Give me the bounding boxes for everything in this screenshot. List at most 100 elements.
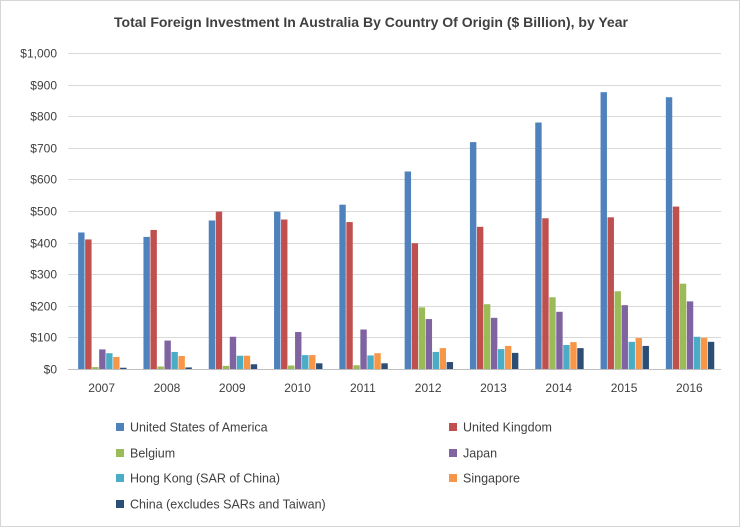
y-tick-label: $0: [44, 363, 58, 377]
bar-japan-2012: [425, 319, 433, 369]
bar-united-states-of-america-2012: [404, 171, 412, 369]
bar-united-kingdom-2010: [281, 219, 288, 369]
bar-belgium-2010: [288, 365, 295, 369]
legend-label: Singapore: [463, 472, 520, 486]
bar-singapore-2012: [439, 348, 447, 369]
legend-label: Hong Kong (SAR of China): [130, 472, 280, 486]
bar-japan-2016: [686, 301, 694, 369]
legend-label: United Kingdom: [463, 421, 552, 435]
bar-united-states-of-america-2011: [339, 204, 346, 369]
bar-united-kingdom-2012: [411, 243, 419, 369]
x-tick-label: 2013: [480, 381, 507, 395]
legend-label: Belgium: [130, 447, 175, 461]
y-axis-tick-labels: $0 $100 $200 $300 $400 $500 $600 $700 $800 $900 $1…: [20, 47, 57, 377]
x-tick-label: 2011: [350, 381, 376, 395]
legend-label: United States of America: [130, 421, 268, 435]
bar-japan-2013: [490, 317, 498, 369]
bar-hong-kong-sar-of-china-2011: [367, 355, 374, 369]
bar-hong-kong-sar-of-china-2007: [106, 353, 113, 369]
y-tick-label: $400: [30, 237, 57, 251]
bar-china-excludes-sars-and-taiwan-2016: [707, 341, 715, 369]
y-tick-label: $300: [30, 268, 57, 282]
bar-singapore-2016: [700, 337, 708, 369]
y-tick-label: $500: [30, 205, 57, 219]
bar-hong-kong-sar-of-china-2010: [302, 355, 309, 369]
chart-title: Total Foreign Investment In Australia By…: [114, 14, 628, 30]
bar-hong-kong-sar-of-china-2015: [628, 341, 635, 369]
bar-hong-kong-sar-of-china-2008: [171, 351, 178, 369]
bar-united-kingdom-2014: [542, 218, 549, 369]
bar-hong-kong-sar-of-china-2012: [432, 351, 440, 369]
bar-belgium-2014: [549, 297, 556, 369]
bar-united-kingdom-2007: [85, 239, 92, 369]
bar-belgium-2012: [418, 307, 426, 369]
bar-china-excludes-sars-and-taiwan-2010: [316, 363, 323, 369]
bar-belgium-2011: [353, 365, 360, 369]
y-tick-label: $900: [30, 79, 57, 93]
bar-china-excludes-sars-and-taiwan-2014: [577, 348, 584, 369]
bar-united-states-of-america-2014: [535, 122, 542, 370]
bar-china-excludes-sars-and-taiwan-2011: [381, 363, 388, 369]
y-tick-label: $600: [30, 173, 57, 187]
legend-item-belgium: Belgium: [116, 447, 175, 461]
bar-united-states-of-america-2008: [143, 236, 150, 369]
bar-united-states-of-america-2010: [274, 211, 281, 369]
legend-item-united-kingdom: United Kingdom: [449, 421, 552, 435]
bar-belgium-2008: [157, 366, 164, 369]
bar-china-excludes-sars-and-taiwan-2012: [446, 362, 454, 369]
legend-item-hong-kong-sar-of-china: Hong Kong (SAR of China): [116, 472, 280, 486]
bar-japan-2009: [229, 336, 237, 369]
x-tick-label: 2008: [154, 381, 181, 395]
legend-label: China (excludes SARs and Taiwan): [130, 498, 326, 512]
legend-item-japan: Japan: [449, 447, 497, 461]
x-tick-label: 2009: [219, 381, 246, 395]
x-tick-label: 2016: [676, 381, 703, 395]
bar-belgium-2016: [679, 283, 687, 369]
legend-swatch: [449, 423, 457, 431]
bar-japan-2008: [164, 340, 171, 369]
x-tick-label: 2012: [415, 381, 442, 395]
bar-united-states-of-america-2013: [469, 142, 477, 369]
x-tick-label: 2007: [88, 381, 115, 395]
y-tick-label: $800: [30, 110, 57, 124]
bar-united-states-of-america-2015: [600, 92, 607, 370]
legend: United States of America United Kingdom Be…: [116, 421, 552, 512]
bar-china-excludes-sars-and-taiwan-2007: [120, 367, 127, 369]
bar-hong-kong-sar-of-china-2009: [236, 355, 244, 369]
legend-item-singapore: Singapore: [449, 472, 520, 486]
y-tick-label: $100: [30, 331, 57, 345]
y-tick-label: $1,000: [20, 47, 57, 61]
bar-japan-2015: [621, 305, 628, 369]
x-tick-label: 2010: [284, 381, 311, 395]
bar-united-states-of-america-2009: [208, 220, 216, 369]
bar-singapore-2014: [570, 342, 577, 369]
bar-united-kingdom-2009: [215, 211, 223, 369]
bar-united-kingdom-2013: [476, 226, 484, 369]
y-tick-label: $700: [30, 142, 57, 156]
y-tick-label: $200: [30, 300, 57, 314]
bar-china-excludes-sars-and-taiwan-2013: [511, 352, 519, 369]
bar-hong-kong-sar-of-china-2013: [497, 349, 505, 369]
x-axis-tick-labels: 2007 2008 2009 2010 2011 2012 2013 2014 2015 2016: [88, 381, 703, 395]
bar-hong-kong-sar-of-china-2016: [693, 336, 701, 369]
bar-singapore-2009: [243, 355, 251, 369]
bar-belgium-2013: [483, 304, 491, 369]
bar-china-excludes-sars-and-taiwan-2015: [642, 345, 649, 369]
bar-singapore-2015: [635, 338, 642, 369]
bar-japan-2010: [295, 332, 302, 369]
legend-swatch: [116, 449, 124, 457]
legend-label: Japan: [463, 447, 497, 461]
legend-swatch: [449, 449, 457, 457]
bar-united-states-of-america-2016: [665, 97, 673, 370]
bar-singapore-2011: [374, 353, 381, 369]
bar-united-kingdom-2008: [150, 229, 157, 369]
x-tick-label: 2015: [611, 381, 638, 395]
legend-swatch: [116, 500, 124, 508]
bar-china-excludes-sars-and-taiwan-2008: [185, 367, 192, 369]
bar-singapore-2008: [178, 356, 185, 369]
bar-hong-kong-sar-of-china-2014: [563, 344, 570, 369]
legend-item-united-states-of-america: United States of America: [116, 421, 268, 435]
bar-japan-2007: [99, 349, 106, 369]
legend-item-china-excludes-sars-and-taiwan: China (excludes SARs and Taiwan): [116, 498, 326, 512]
